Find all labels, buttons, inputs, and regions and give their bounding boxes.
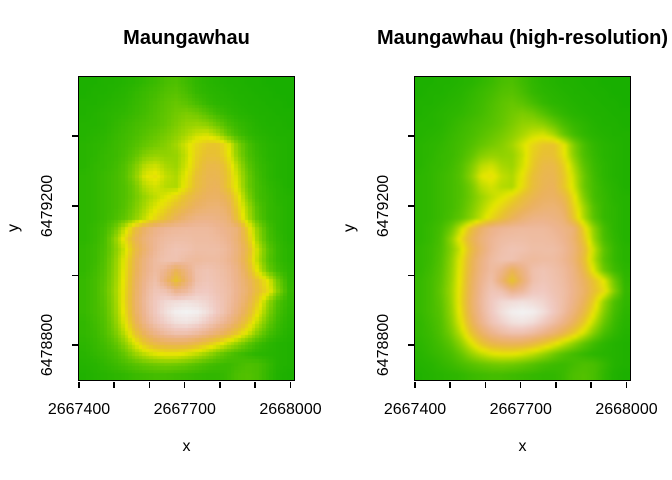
- y-tick-mark: [71, 344, 78, 346]
- x-tick-label: 2667400: [383, 401, 447, 418]
- panel-maungawhau-high-resolution: Maungawhau (high-resolution) x y 2667400…: [336, 0, 672, 480]
- y-tick-mark: [71, 135, 78, 137]
- y-tick-mark: [407, 205, 414, 207]
- x-tick-mark: [113, 381, 115, 388]
- y-tick-label: 6478800: [374, 314, 392, 377]
- y-tick-label: 6479200: [374, 174, 392, 238]
- x-tick-label: 2667700: [489, 401, 552, 418]
- x-tick-mark: [555, 381, 557, 388]
- y-axis-title: y: [341, 224, 358, 232]
- y-tick-mark: [407, 344, 414, 346]
- x-tick-mark: [78, 381, 80, 388]
- x-tick-mark: [449, 381, 451, 388]
- y-tick-label: 6478800: [38, 314, 56, 377]
- x-tick-mark: [484, 381, 487, 388]
- y-tick-mark: [407, 135, 414, 137]
- x-tick-mark: [148, 381, 151, 388]
- y-tick-mark: [407, 274, 414, 277]
- x-axis-title: x: [518, 438, 527, 455]
- x-tick-mark: [590, 381, 592, 388]
- x-tick-mark: [625, 381, 628, 388]
- heatmap-image: [413, 75, 631, 381]
- x-tick-mark: [254, 381, 256, 388]
- x-axis-title: x: [182, 438, 191, 455]
- x-tick-label: 2668000: [595, 401, 658, 418]
- y-axis-title: y: [5, 224, 22, 232]
- x-tick-label: 2667400: [47, 401, 111, 418]
- y-tick-mark: [71, 205, 78, 207]
- panel-maungawhau: Maungawhau x y 2667400 2667700 2668000 6478…: [5, 27, 322, 455]
- x-tick-mark: [519, 381, 522, 388]
- x-tick-label: 2667700: [153, 401, 216, 418]
- y-tick-label: 6479200: [38, 174, 56, 238]
- x-tick-mark: [183, 381, 186, 388]
- x-tick-mark: [414, 381, 416, 388]
- y-tick-mark: [71, 274, 78, 277]
- chart-title: Maungawhau (high-resolution): [376, 27, 669, 49]
- chart-title: Maungawhau: [123, 27, 250, 49]
- x-tick-label: 2668000: [259, 401, 322, 418]
- heatmap-image: [77, 75, 295, 381]
- x-tick-mark: [289, 381, 292, 388]
- x-tick-mark: [219, 381, 221, 388]
